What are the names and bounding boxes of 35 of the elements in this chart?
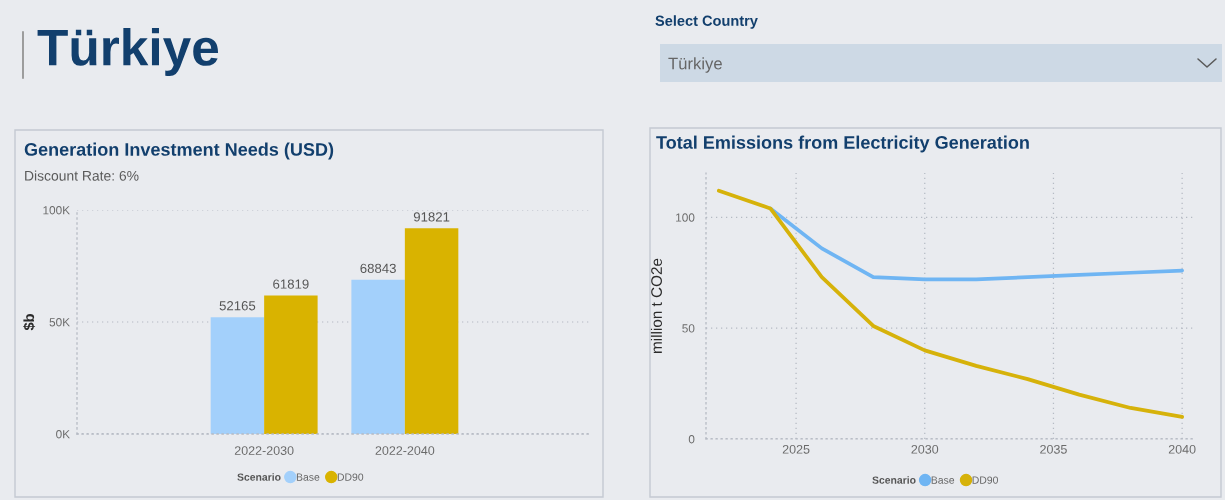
bar xyxy=(264,295,318,434)
y-tick-label: 100 xyxy=(676,213,695,222)
y-axis-title: $b xyxy=(23,314,36,331)
y-axis-title: million t CO2e xyxy=(650,258,662,353)
x-tick-label: 2022-2040 xyxy=(375,446,435,455)
data-label: 52165 xyxy=(219,301,256,311)
text: Türkiye xyxy=(668,57,722,73)
legend-label: DD90 xyxy=(337,473,364,481)
chart-title: Generation Investment Needs (USD) xyxy=(24,142,334,160)
x-tick-label: 2035 xyxy=(1040,444,1067,454)
x-tick-label: 2030 xyxy=(911,444,939,454)
data-label: 68843 xyxy=(360,263,396,274)
text: Select Country xyxy=(655,15,758,29)
chart-subtitle: Discount Rate: 6% xyxy=(25,170,139,181)
y-tick-label: 50 xyxy=(682,324,695,333)
bar xyxy=(210,317,265,434)
bar xyxy=(351,279,405,434)
data-label: 91821 xyxy=(413,212,450,222)
x-tick-label: 2040 xyxy=(1168,444,1196,454)
x-tick-label: 2025 xyxy=(782,444,810,454)
text: Türkiye xyxy=(37,28,219,76)
bar xyxy=(404,228,459,434)
y-tick-label: 100K xyxy=(43,206,70,215)
legend-title: Scenario xyxy=(872,476,916,484)
y-tick-label: 50K xyxy=(49,318,70,327)
data-label: 61819 xyxy=(273,279,309,289)
y-tick-label: 0 xyxy=(688,435,695,444)
line-series xyxy=(716,188,1185,419)
y-tick-label: 0K xyxy=(56,430,70,439)
legend-label: Base xyxy=(931,476,955,484)
legend-label: Base xyxy=(296,473,320,481)
chart-title: Total Emissions from Electricity Generation xyxy=(656,135,1029,153)
x-tick-label: 2022-2030 xyxy=(234,446,294,455)
legend-title: Scenario xyxy=(237,473,281,481)
legend-label: DD90 xyxy=(972,476,998,484)
